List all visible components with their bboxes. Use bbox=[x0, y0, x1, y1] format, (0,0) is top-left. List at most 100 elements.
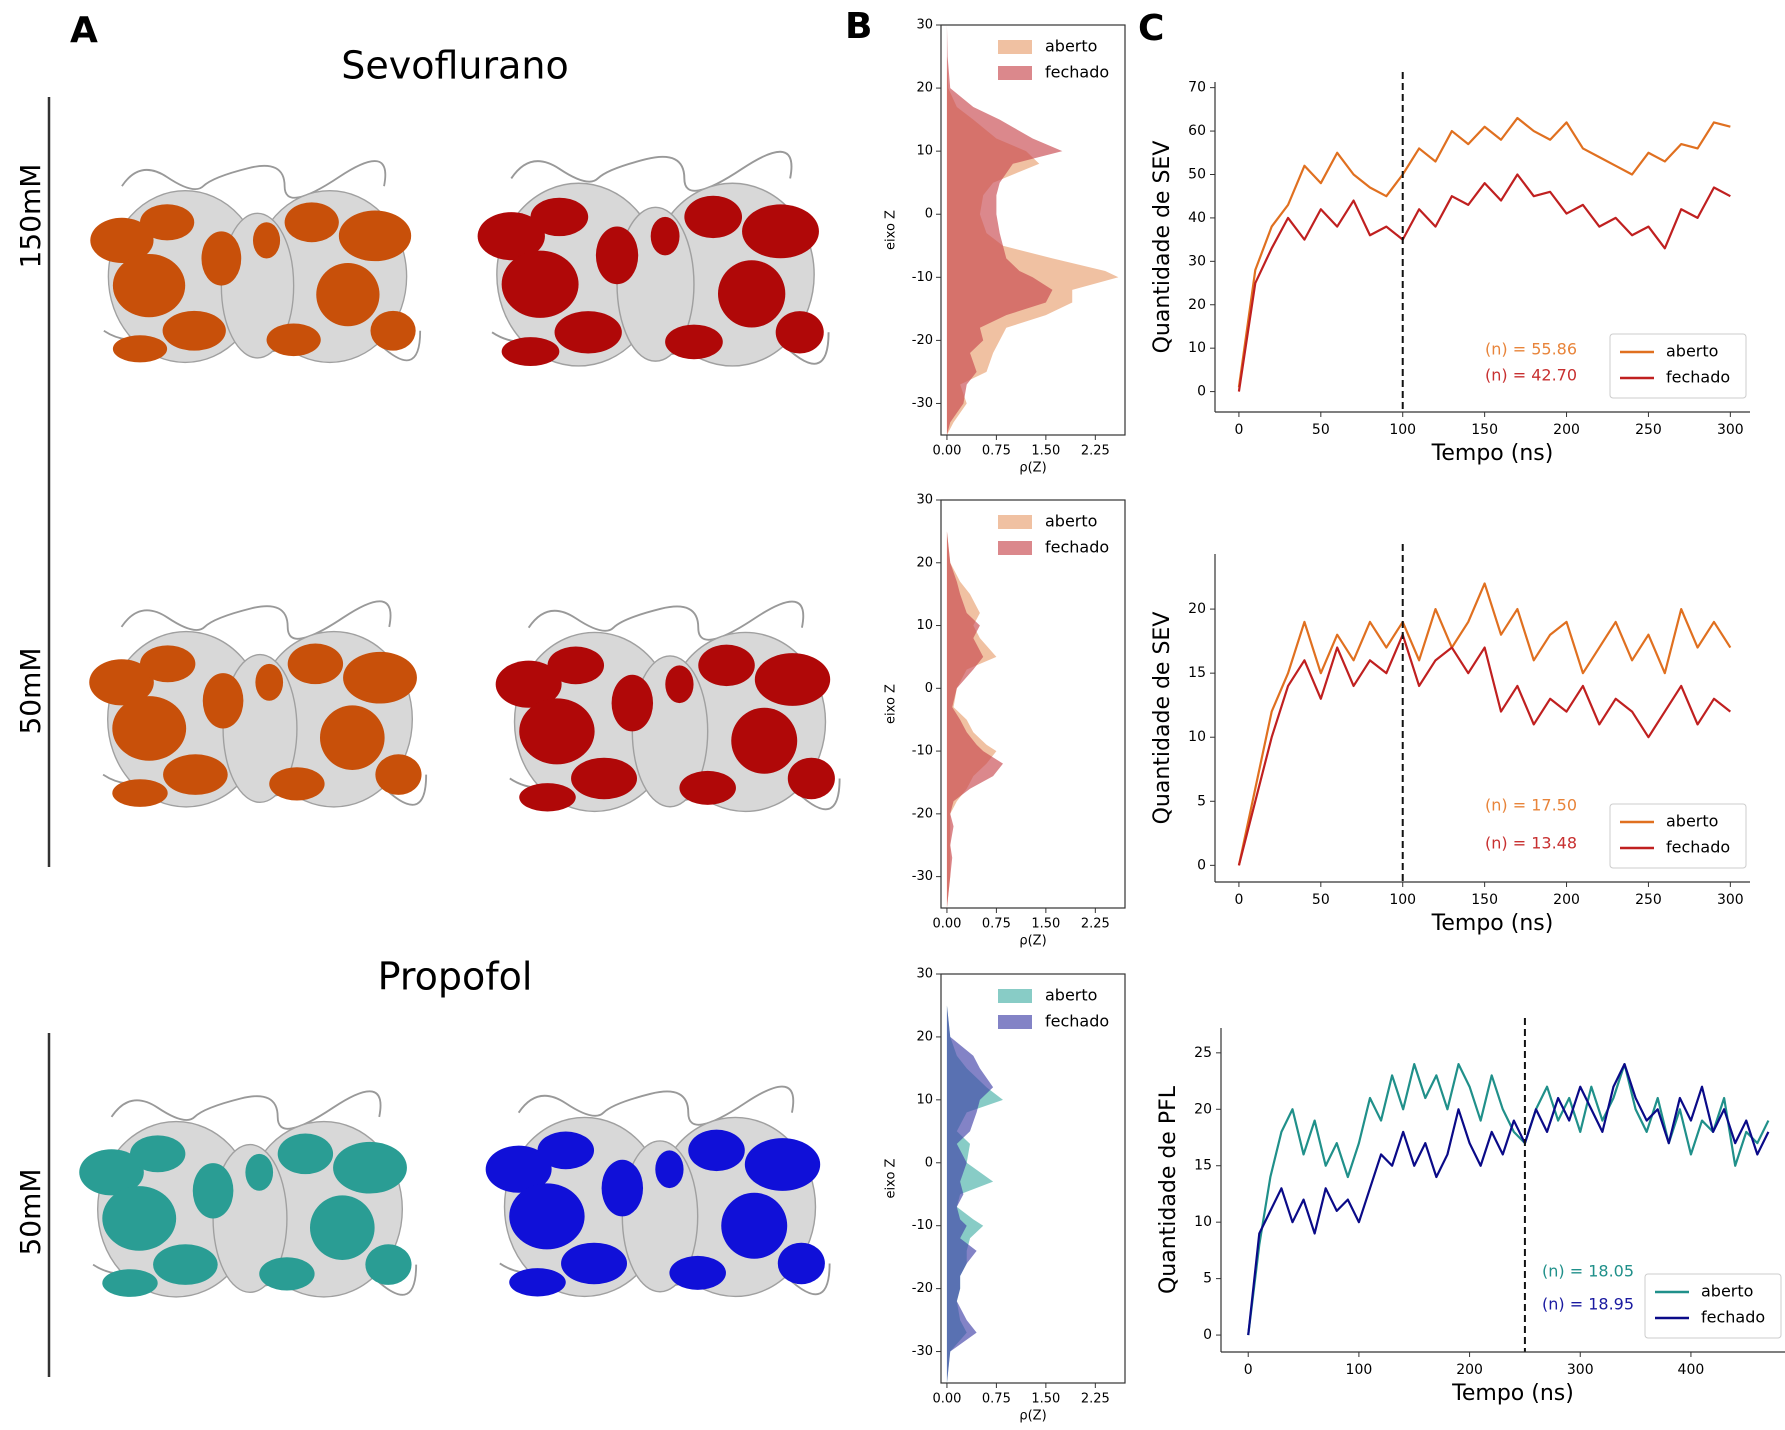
series-line bbox=[1237, 116, 1731, 388]
y-tick-label: 10 bbox=[1188, 340, 1206, 356]
axis-label: ρ(Z) bbox=[1019, 461, 1046, 476]
density-area bbox=[946, 25, 1063, 435]
y-tick-label: -20 bbox=[912, 333, 933, 348]
x-tick-label: 50 bbox=[1312, 422, 1330, 438]
axis-label: Tempo (ns) bbox=[1431, 911, 1554, 936]
axis-label: Tempo (ns) bbox=[1431, 441, 1554, 466]
legend-frame bbox=[1609, 333, 1747, 399]
y-tick-label: 0 bbox=[925, 681, 933, 696]
plot-frame bbox=[940, 973, 1126, 1384]
legend-label: fechado bbox=[1666, 368, 1730, 387]
x-tick-label: 0.75 bbox=[982, 917, 1011, 932]
x-tick-label: 200 bbox=[1456, 1362, 1483, 1378]
x-tick-label: 300 bbox=[1567, 1362, 1594, 1378]
density-area bbox=[946, 25, 1119, 435]
x-tick-label: 2.25 bbox=[1081, 1392, 1110, 1407]
y-tick-label: -30 bbox=[912, 869, 933, 884]
y-tick-label: 60 bbox=[1188, 123, 1206, 139]
legend-label: aberto bbox=[1045, 37, 1097, 56]
concentration-label: 150mM bbox=[14, 164, 47, 269]
y-tick-label: 70 bbox=[1188, 80, 1206, 96]
y-tick-label: 0 bbox=[925, 207, 933, 222]
annotation: (n) = 13.48 bbox=[1485, 834, 1577, 853]
protein-render bbox=[88, 600, 428, 808]
axis-label: Tempo (ns) bbox=[1451, 1381, 1574, 1406]
y-tick-label: 0 bbox=[1197, 857, 1206, 873]
x-tick-label: 0 bbox=[1244, 1362, 1253, 1378]
legend-frame bbox=[1609, 803, 1747, 869]
annotation: (n) = 55.86 bbox=[1485, 340, 1577, 359]
legend-swatch bbox=[998, 66, 1032, 80]
y-tick-label: 30 bbox=[1188, 253, 1206, 269]
x-tick-label: 1.50 bbox=[1031, 444, 1060, 459]
series-line bbox=[1247, 1063, 1770, 1336]
legend-label: fechado bbox=[1701, 1308, 1765, 1327]
axis-label: Quantidade de SEV bbox=[1150, 612, 1175, 825]
annotation: (n) = 18.05 bbox=[1542, 1262, 1634, 1281]
y-tick-label: -30 bbox=[912, 1344, 933, 1359]
legend-label: fechado bbox=[1045, 63, 1109, 82]
density-area bbox=[946, 500, 997, 908]
x-tick-label: 2.25 bbox=[1081, 444, 1110, 459]
protein-render bbox=[494, 600, 841, 813]
legend-label: fechado bbox=[1045, 538, 1109, 557]
x-tick-label: 50 bbox=[1312, 892, 1330, 908]
plot-frame bbox=[940, 499, 1126, 909]
x-tick-label: 150 bbox=[1471, 892, 1498, 908]
axis-label: Quantidade de PFL bbox=[1156, 1085, 1181, 1294]
legend-swatch bbox=[998, 1015, 1032, 1029]
y-tick-label: 25 bbox=[1194, 1045, 1212, 1061]
legend-swatch bbox=[998, 541, 1032, 555]
x-tick-label: 0.00 bbox=[932, 444, 961, 459]
y-tick-label: 10 bbox=[916, 144, 933, 159]
axis-label: ρ(Z) bbox=[1019, 1409, 1046, 1424]
y-tick-label: 0 bbox=[1203, 1327, 1212, 1343]
y-tick-label: 5 bbox=[1203, 1271, 1212, 1287]
y-tick-label: 30 bbox=[916, 18, 933, 33]
y-tick-label: -20 bbox=[912, 1281, 933, 1296]
annotation: (n) = 18.95 bbox=[1542, 1295, 1634, 1314]
y-tick-label: 20 bbox=[1194, 1101, 1212, 1117]
concentration-label: 50mM bbox=[14, 1168, 47, 1255]
y-tick-label: -10 bbox=[912, 1218, 933, 1233]
x-tick-label: 200 bbox=[1553, 422, 1580, 438]
panel-title: Propofol bbox=[378, 955, 533, 999]
x-tick-label: 100 bbox=[1346, 1362, 1373, 1378]
x-tick-label: 0.75 bbox=[982, 444, 1011, 459]
annotation: (n) = 17.50 bbox=[1485, 796, 1577, 815]
y-tick-label: 10 bbox=[916, 618, 933, 633]
panel-label: B bbox=[845, 6, 872, 47]
y-tick-label: 30 bbox=[916, 493, 933, 508]
x-tick-label: 0.75 bbox=[982, 1392, 1011, 1407]
y-tick-label: 15 bbox=[1194, 1158, 1212, 1174]
y-tick-label: 5 bbox=[1197, 793, 1206, 809]
y-tick-label: 15 bbox=[1188, 665, 1206, 681]
axis-label: eixo Z bbox=[884, 684, 899, 724]
protein-render bbox=[476, 150, 830, 367]
y-tick-label: 10 bbox=[1194, 1214, 1212, 1230]
x-tick-label: 200 bbox=[1553, 892, 1580, 908]
protein-render bbox=[89, 160, 422, 364]
panel-label: C bbox=[1138, 8, 1164, 49]
series-line bbox=[1237, 173, 1731, 392]
x-tick-label: 300 bbox=[1717, 892, 1744, 908]
y-tick-label: 20 bbox=[916, 81, 933, 96]
x-tick-label: 400 bbox=[1678, 1362, 1705, 1378]
y-tick-label: 20 bbox=[1188, 297, 1206, 313]
panel-label: A bbox=[70, 10, 98, 51]
x-tick-label: 0.00 bbox=[932, 1392, 961, 1407]
x-tick-label: 100 bbox=[1389, 892, 1416, 908]
y-tick-label: 20 bbox=[1188, 601, 1206, 617]
plot-frame bbox=[940, 24, 1126, 436]
y-tick-label: 10 bbox=[916, 1092, 933, 1107]
legend-label: aberto bbox=[1666, 812, 1718, 831]
series-line bbox=[1237, 582, 1732, 866]
x-tick-label: 1.50 bbox=[1031, 917, 1060, 932]
protein-render bbox=[484, 1085, 831, 1298]
legend-label: fechado bbox=[1666, 838, 1730, 857]
x-tick-label: 100 bbox=[1389, 422, 1416, 438]
legend-label: aberto bbox=[1701, 1282, 1753, 1301]
legend-label: aberto bbox=[1045, 512, 1097, 531]
y-tick-label: 20 bbox=[916, 555, 933, 570]
density-area bbox=[946, 500, 1003, 908]
